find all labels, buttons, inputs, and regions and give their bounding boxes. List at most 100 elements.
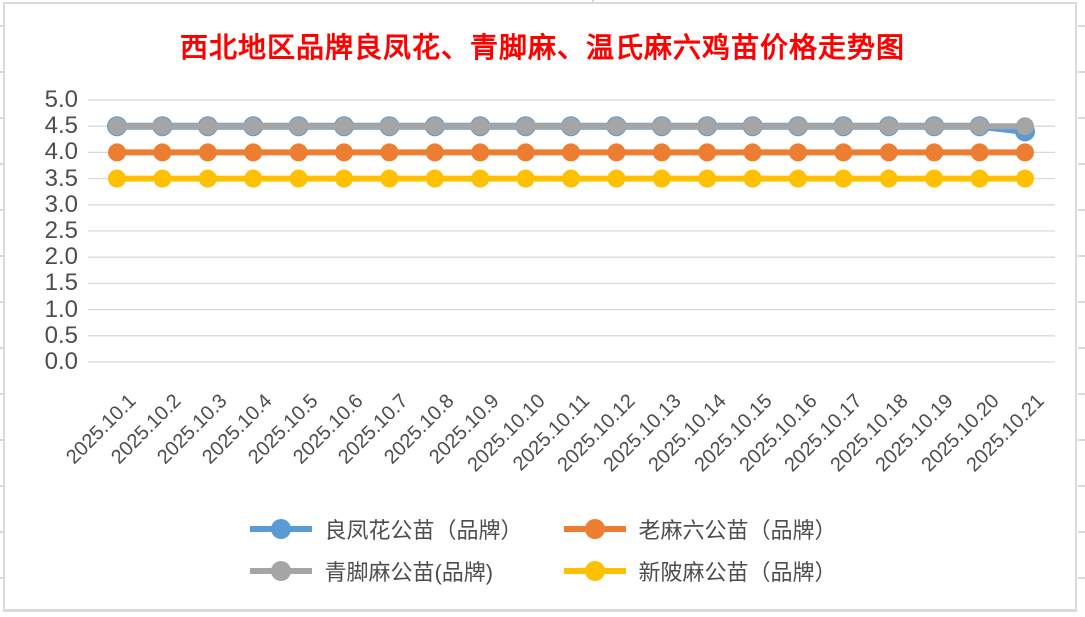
data-point-marker <box>652 169 671 188</box>
y-tick-label: 4.0 <box>44 138 78 166</box>
data-point-marker <box>743 143 762 162</box>
data-point-marker <box>925 169 944 188</box>
data-point-marker <box>471 169 490 188</box>
data-point-marker <box>834 169 853 188</box>
data-point-marker <box>108 169 126 188</box>
y-tick-label: 1.5 <box>44 269 78 297</box>
data-point-marker <box>925 117 944 136</box>
data-point-marker <box>289 117 308 136</box>
data-point-marker <box>698 143 717 162</box>
worksheet-gridline <box>1078 117 1085 119</box>
data-point-marker <box>607 117 626 136</box>
worksheet-gridline <box>1078 439 1085 441</box>
chart-title: 西北地区品牌良凤花、青脚麻、温氏麻六鸡苗价格走势图 <box>179 33 905 64</box>
data-point-marker <box>879 169 898 188</box>
legend-item-label: 老麻六公苗（品牌） <box>638 518 837 543</box>
worksheet-gridline <box>0 255 4 257</box>
worksheet-gridline <box>1078 485 1085 487</box>
data-point-marker <box>516 143 535 162</box>
legend-line-marker-icon <box>249 561 312 581</box>
data-point-marker <box>289 143 308 162</box>
worksheet-gridline <box>0 439 4 441</box>
data-point-marker <box>289 169 308 188</box>
worksheet-gridline <box>1078 347 1085 349</box>
data-point-marker <box>335 169 353 188</box>
data-point-marker <box>108 117 126 136</box>
data-point-marker <box>1016 169 1034 188</box>
data-point-marker <box>652 117 671 136</box>
y-tick-label: 2.5 <box>44 217 78 244</box>
data-point-marker <box>425 169 444 188</box>
data-point-marker <box>1016 117 1034 136</box>
worksheet-gridline <box>0 71 4 73</box>
legend-item-label: 良凤花公苗（品牌） <box>324 518 523 543</box>
data-point-marker <box>789 117 807 136</box>
legend-item: 良凤花公苗（品牌） <box>248 514 523 544</box>
worksheet-gridline <box>1078 209 1085 211</box>
data-point-marker <box>516 117 535 136</box>
legend-item: 青脚麻公苗(品牌) <box>248 556 522 586</box>
worksheet-gridline <box>1078 393 1085 395</box>
data-point-marker <box>516 169 535 188</box>
worksheet-gridline <box>1078 531 1085 533</box>
data-point-marker <box>471 143 490 162</box>
y-tick-label: 3.0 <box>44 190 78 218</box>
worksheet-gridline <box>1078 163 1085 165</box>
data-point-marker <box>925 143 944 162</box>
legend-line-marker-icon <box>563 519 626 539</box>
worksheet-gridline <box>592 0 594 4</box>
data-point-marker <box>698 169 717 188</box>
data-point-marker <box>380 117 399 136</box>
legend-line-marker-icon <box>249 519 312 539</box>
data-point-marker <box>335 143 353 162</box>
worksheet-gridline <box>0 209 4 211</box>
data-point-marker <box>153 169 172 188</box>
worksheet-gridline <box>0 577 4 579</box>
data-point-marker <box>743 117 762 136</box>
data-point-marker <box>425 117 444 136</box>
data-point-marker <box>607 169 626 188</box>
data-point-marker <box>335 117 353 136</box>
data-point-marker <box>244 169 263 188</box>
data-point-marker <box>743 169 762 188</box>
y-tick-label: 1.0 <box>44 295 78 323</box>
worksheet-gridline <box>1078 25 1085 27</box>
data-point-marker <box>789 143 807 162</box>
data-point-marker <box>834 117 853 136</box>
data-point-marker <box>607 143 626 162</box>
data-point-marker <box>970 169 989 188</box>
worksheet-gridline <box>0 301 4 303</box>
data-point-marker <box>970 117 989 136</box>
data-point-marker <box>698 117 717 136</box>
worksheet-gridline <box>0 25 4 27</box>
data-point-marker <box>562 169 580 188</box>
y-tick-label: 0.5 <box>44 321 78 349</box>
data-point-marker <box>244 143 263 162</box>
y-tick-label: 5.0 <box>44 86 78 113</box>
worksheet-gridline <box>0 393 4 395</box>
worksheet-gridline <box>1078 255 1085 257</box>
data-point-marker <box>879 117 898 136</box>
data-point-marker <box>970 143 989 162</box>
data-point-marker <box>198 169 217 188</box>
worksheet-gridline <box>0 163 4 165</box>
data-point-marker <box>1016 143 1034 162</box>
data-point-marker <box>108 143 126 162</box>
data-point-marker <box>562 143 580 162</box>
data-point-marker <box>380 169 399 188</box>
y-tick-label: 0.0 <box>44 348 78 375</box>
worksheet-gridline <box>1078 577 1085 579</box>
data-point-marker <box>652 143 671 162</box>
worksheet-gridline <box>0 485 4 487</box>
legend-item-label: 青脚麻公苗(品牌) <box>324 560 494 585</box>
worksheet-gridline <box>1078 301 1085 303</box>
data-point-marker <box>425 143 444 162</box>
data-point-marker <box>153 117 172 136</box>
data-point-marker <box>198 117 217 136</box>
legend-item: 新陂麻公苗（品牌） <box>563 556 837 586</box>
legend-line-marker-icon <box>563 561 626 581</box>
data-point-marker <box>380 143 399 162</box>
data-point-marker <box>562 117 580 136</box>
